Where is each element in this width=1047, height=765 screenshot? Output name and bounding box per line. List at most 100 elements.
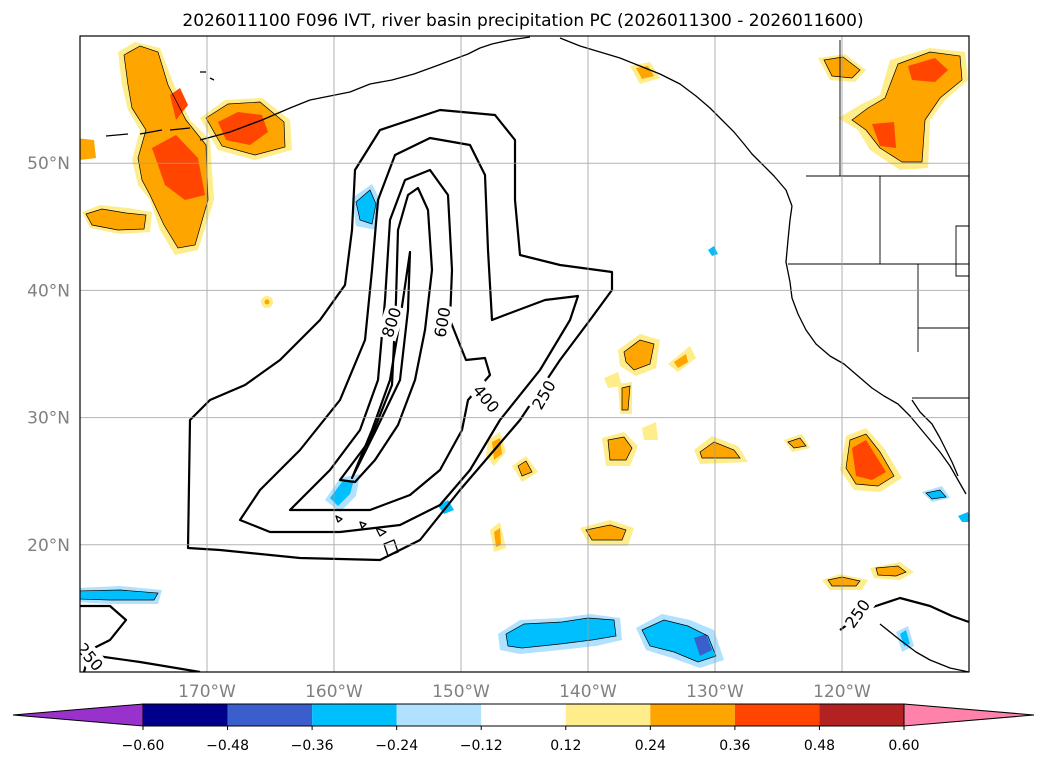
- precip-outline: [355, 189, 377, 225]
- colorbar-tick-label: −0.36: [291, 738, 334, 754]
- precip-area: [586, 525, 626, 540]
- precip-outline: [123, 45, 209, 249]
- precip-outline: [607, 436, 633, 461]
- precip-area: [908, 58, 948, 82]
- precip-outline: [85, 208, 147, 231]
- colorbar-tick-label: 0.12: [550, 738, 581, 754]
- colorbar-tick-label: −0.48: [206, 738, 249, 754]
- x-tick-labels: 170°W 160°W 150°W 140°W 130°W 120°W: [178, 682, 871, 702]
- colorbar-tick-label: −0.12: [460, 738, 503, 754]
- precip-area: [80, 590, 158, 600]
- precip-area: [330, 480, 354, 506]
- y-tick-label: 50°N: [27, 154, 70, 174]
- precip-area: [356, 190, 376, 224]
- ivt-contour-800-inner: [350, 250, 412, 480]
- precip-area: [872, 122, 896, 148]
- y-tick-label: 40°N: [27, 281, 70, 301]
- colorbar-segment: [481, 704, 566, 726]
- precip-area: [608, 437, 632, 460]
- precip-outline: [845, 433, 895, 487]
- colorbar-tick-label: 0.60: [888, 738, 919, 754]
- colorbar-segment: [396, 704, 482, 726]
- precip-area: [624, 340, 654, 370]
- hawaii-islands: [335, 515, 399, 557]
- colorbar-tick-label: −0.60: [122, 738, 165, 754]
- colorbar-segment: [312, 704, 397, 726]
- ivt-contour-label-bg: [839, 593, 876, 634]
- precip-area: [642, 422, 658, 440]
- precip-area: [80, 138, 96, 160]
- y-tick-label: 20°N: [27, 536, 70, 556]
- precip-outline: [621, 385, 631, 411]
- x-tick-label: 170°W: [178, 682, 236, 702]
- colorbar-extend-low: [12, 703, 144, 727]
- colorbar-frame: [142, 703, 905, 727]
- x-tick-label: 140°W: [559, 682, 617, 702]
- precip-outline: [205, 101, 286, 156]
- ivt-contour-label-bg: [80, 637, 109, 672]
- ivt-contour-label-bg: [429, 303, 455, 341]
- y-tick-label: 30°N: [27, 409, 70, 429]
- x-tick-label: 130°W: [686, 682, 744, 702]
- precip-outline: [80, 589, 159, 601]
- coastline-alaska: [199, 36, 531, 141]
- colorbar-segments: [12, 703, 1035, 727]
- coastline-baja: [911, 399, 959, 477]
- precip-area: [622, 386, 630, 410]
- colorbar-tick-label: 0.36: [719, 738, 750, 754]
- aleutian-islands: [105, 71, 215, 137]
- precip-area: [152, 135, 205, 200]
- precip-area: [604, 372, 622, 388]
- ivt-contour-250-bottom: [89, 653, 201, 672]
- precip-outline: [623, 339, 655, 371]
- precip-area: [694, 634, 712, 656]
- precip-outline: [925, 489, 947, 500]
- ivt-contour-600: [288, 168, 492, 512]
- ivt-contour-label-bg: [467, 379, 505, 418]
- colorbar-extend-high: [903, 703, 1035, 727]
- x-tick-label: 160°W: [305, 682, 363, 702]
- precip-outline: [641, 619, 717, 663]
- y-tick-labels: 50°N 40°N 30°N 20°N: [27, 154, 70, 556]
- precip-area: [876, 566, 906, 576]
- x-tick-label: 120°W: [813, 682, 871, 702]
- colorbar-segment: [819, 704, 904, 726]
- precip-area: [642, 620, 716, 662]
- precip-outline: [875, 565, 907, 577]
- borders: [788, 40, 969, 399]
- precip-outlines: [80, 45, 963, 663]
- ivt-contour-label-bg: [526, 374, 561, 415]
- precip-area: [900, 630, 910, 646]
- colorbar-segment: [227, 704, 313, 726]
- colorbar: −0.60 −0.48 −0.36 −0.24 −0.12 0.12 0.24 0.36 0.4…: [12, 703, 1035, 754]
- precip-area: [852, 440, 886, 480]
- precip-outline: [827, 576, 861, 587]
- precip-area: [700, 442, 740, 458]
- chart-title: 2026011100 F096 IVT, river basin precipi…: [182, 11, 863, 31]
- precip-outline: [699, 441, 741, 459]
- precip-outline: [585, 524, 627, 541]
- precip-outline: [787, 437, 807, 449]
- precip-area: [218, 112, 268, 145]
- colorbar-tick-label: 0.24: [635, 738, 666, 754]
- precip-area: [958, 512, 969, 522]
- coastline-west-coast: [785, 205, 967, 495]
- colorbar-tick-label: −0.24: [375, 738, 418, 754]
- precip-area: [86, 209, 146, 230]
- map-frame: [79, 35, 970, 673]
- x-tick-label: 150°W: [432, 682, 490, 702]
- colorbar-ticks: −0.60 −0.48 −0.36 −0.24 −0.12 0.12 0.24 0.36 0.4…: [122, 726, 920, 754]
- coastlines: [105, 36, 969, 672]
- precip-area: [518, 461, 532, 476]
- precip-outline: [851, 51, 963, 163]
- colorbar-segment: [650, 704, 735, 726]
- ivt-contour-250: [186, 108, 614, 562]
- colorbar-segment: [565, 704, 651, 726]
- coastline-mexico: [879, 623, 969, 672]
- precip-area: [170, 88, 188, 120]
- colorbar-tick-label: 0.48: [804, 738, 835, 754]
- precip-outline: [517, 460, 533, 477]
- precip-area: [494, 528, 501, 547]
